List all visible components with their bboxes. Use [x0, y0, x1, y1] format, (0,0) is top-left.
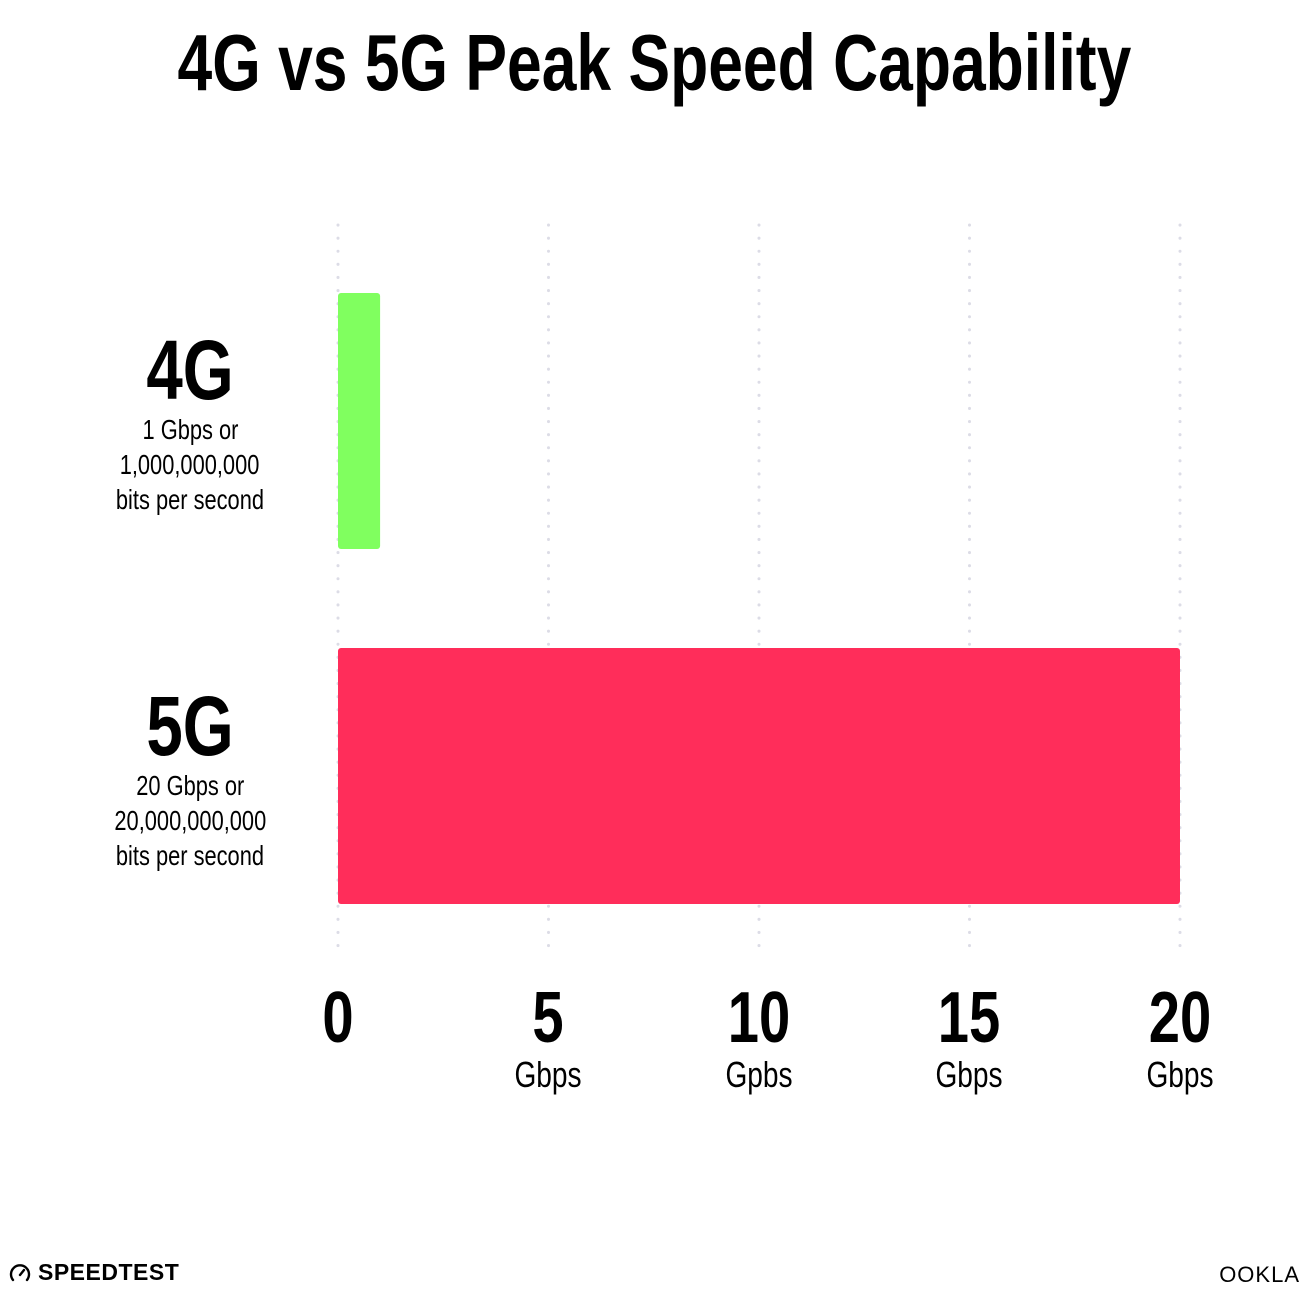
x-tick-unit: Gbps: [1146, 1054, 1214, 1095]
category-desc-line: 20,000,000,000: [114, 805, 266, 836]
x-tick-label: 10 Gpbs: [679, 980, 839, 1094]
x-tick-label: 0: [258, 980, 418, 1094]
category-desc-line: 20 Gbps or: [135, 770, 245, 801]
x-tick-unit: Gbps: [514, 1054, 583, 1095]
category-name: 5G: [146, 679, 234, 773]
x-tick-unit: Gpbs: [725, 1054, 793, 1095]
x-tick-label: 5 Gbps: [469, 980, 629, 1094]
x-tick-value: 20: [1148, 978, 1212, 1058]
x-tick-value: 15: [938, 978, 1001, 1058]
x-tick-label: 20 Gbps: [1100, 980, 1260, 1094]
speedtest-wordmark: SPEEDTEST: [38, 1259, 180, 1285]
category-name: 4G: [146, 323, 234, 417]
x-tick-value: 5: [532, 978, 565, 1058]
bar-5g: [338, 648, 1180, 904]
chart-title: 4G vs 5G Peak Speed Capability: [177, 18, 1131, 107]
bar-4g: [338, 293, 381, 549]
category-label-4g: 4G 1 Gbps or 1,000,000,000 bits per seco…: [40, 328, 340, 517]
category-desc-line: 1,000,000,000: [120, 449, 260, 480]
x-tick-value: 10: [727, 978, 791, 1058]
category-desc-line: bits per second: [115, 484, 265, 515]
x-tick-value: 0: [322, 978, 354, 1058]
category-desc-line: bits per second: [115, 840, 265, 871]
speedtest-logo: SPEEDTEST: [8, 1259, 179, 1286]
x-tick-label: 15 Gbps: [890, 980, 1050, 1094]
ookla-logo: OOKLA: [1219, 1262, 1300, 1287]
category-desc-line: 1 Gbps or: [142, 414, 238, 445]
speedometer-icon: [9, 1263, 31, 1281]
category-label-5g: 5G 20 Gbps or 20,000,000,000 bits per se…: [40, 684, 340, 873]
x-tick-unit: Gbps: [935, 1054, 1004, 1095]
